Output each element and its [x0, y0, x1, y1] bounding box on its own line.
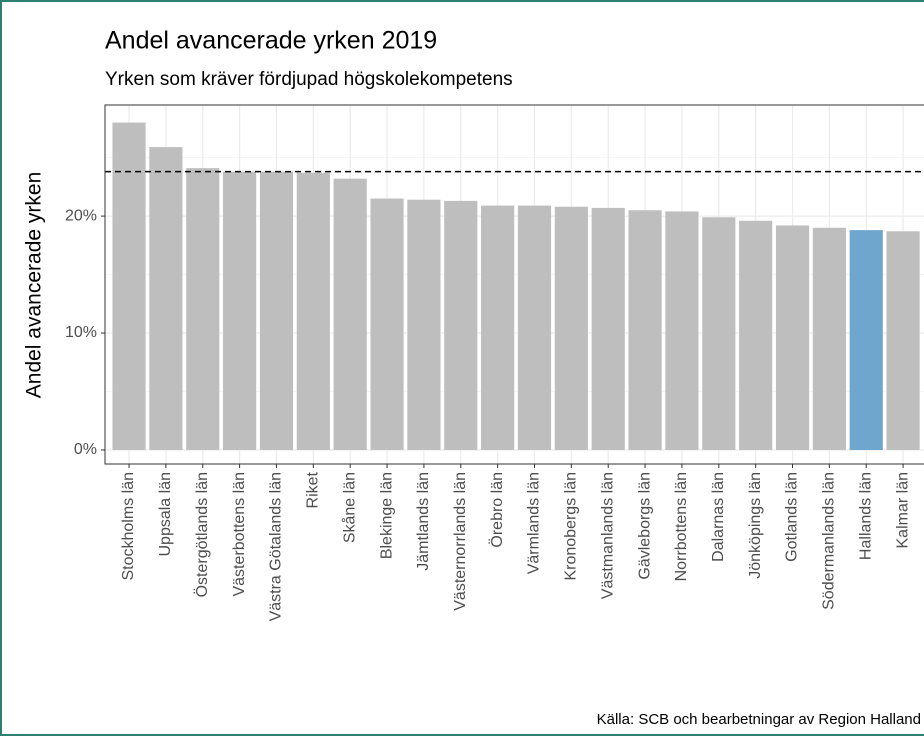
x-tick-label: Blekinge län [378, 472, 395, 559]
bar [370, 198, 404, 450]
bar [812, 227, 846, 450]
bar [112, 122, 146, 450]
x-tick-label: Kalmar län [894, 472, 911, 548]
y-tick-label: 0% [74, 441, 97, 458]
x-tick-label: Jönköpings län [747, 472, 764, 579]
bar [775, 225, 810, 450]
bar [481, 205, 515, 450]
x-tick-label: Uppsala län [157, 472, 174, 557]
x-tick-label: Riket [305, 471, 322, 508]
x-tick-label: Västra Götalands län [268, 472, 285, 621]
x-tick-label: Stockholms län [120, 472, 137, 581]
x-tick-label: Västernorrlands län [452, 472, 469, 611]
bar [849, 230, 883, 450]
bar [444, 200, 478, 450]
panel-border [104, 104, 924, 465]
bar [333, 178, 367, 450]
x-tick-label: Dalarnas län [710, 472, 727, 562]
bar [628, 210, 662, 450]
bar [296, 172, 330, 450]
y-tick-label: 10% [65, 324, 97, 341]
x-tick-label: Östergötlands län [193, 472, 211, 597]
x-tick-label: Örebro län [488, 472, 506, 548]
x-tick-label: Norrbottens län [673, 472, 690, 581]
chart-subtitle: Yrken som kräver fördjupad högskolekompe… [105, 69, 513, 90]
bar [739, 220, 773, 450]
x-tick-label: Hallands län [857, 472, 874, 560]
x-tick-label: Kronobergs län [563, 472, 580, 581]
bar [591, 207, 625, 450]
bar [149, 147, 183, 450]
bar [517, 205, 552, 450]
x-tick-label: Gotlands län [784, 472, 801, 562]
bar [665, 211, 699, 450]
bar [259, 171, 294, 450]
x-tick-label: Södermanlands län [821, 472, 838, 610]
bar [554, 206, 588, 450]
x-tick-label: Västmanlands län [599, 472, 616, 599]
bar [407, 199, 441, 450]
bar [886, 231, 920, 450]
x-tick-label: Västerbottens län [231, 472, 248, 597]
x-tick-label: Skåne län [340, 472, 358, 543]
x-tick-label: Gävleborgs län [636, 472, 653, 580]
y-tick-label: 20% [65, 207, 97, 224]
x-tick-label: Värmlands län [526, 472, 543, 574]
chart-title: Andel avancerade yrken 2019 [105, 27, 437, 55]
bar [702, 217, 736, 450]
y-axis-label: Andel avancerade yrken [23, 172, 46, 398]
x-tick-label: Jämtlands län [415, 472, 432, 571]
bar [186, 168, 220, 450]
bar [223, 171, 257, 450]
caption: Källa: SCB och bearbetningar av Region H… [597, 711, 921, 728]
